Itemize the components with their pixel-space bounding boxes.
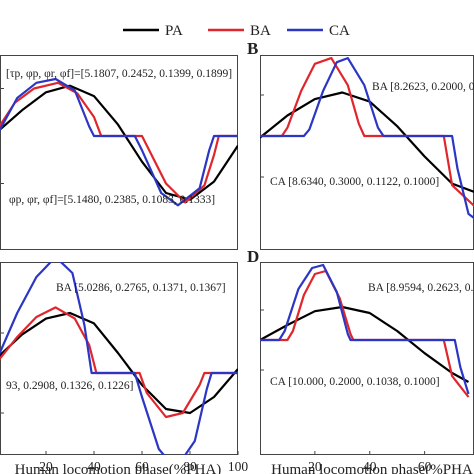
legend: PA BA CA xyxy=(123,23,350,39)
x-tick-label: 60 xyxy=(418,459,432,474)
annotation-ba: BA [8.2623, 0.2000, 0. xyxy=(372,81,474,93)
panel-a: [τp, φp, φr, φf]=[5.1807, 0.2452, 0.1399… xyxy=(0,55,238,250)
x-axis-label: Human locomotion phase(%PHA) xyxy=(15,462,222,474)
panel-b: BA [8.2623, 0.2000, 0. CA [8.6340, 0.3000… xyxy=(247,39,474,250)
series-ca-line xyxy=(0,262,238,455)
series-ca-line xyxy=(0,77,238,207)
panel-d: BA [8.9594, 0.2623, 0. CA [10.000, 0.2000… xyxy=(247,247,474,474)
panels: [τp, φp, φr, φf]=[5.1807, 0.2452, 0.1399… xyxy=(0,39,474,474)
annotation-ba: BA [5.0286, 0.2765, 0.1371, 0.1367] xyxy=(56,282,226,294)
series-ba-line xyxy=(0,81,238,204)
x-tick-label: 80 xyxy=(183,459,197,474)
x-tick-label: 20 xyxy=(39,459,53,474)
panel-letter: B xyxy=(247,39,258,58)
x-tick-label: 60 xyxy=(135,459,149,474)
series-pa-line xyxy=(0,311,238,415)
annotation-ca: φp, φr, φf]=[5.1480, 0.2385, 0.1083, 0.1… xyxy=(9,194,215,206)
legend-label-ca: CA xyxy=(329,23,350,39)
x-axis-label: Human locomotion phase(%PHA xyxy=(271,462,473,474)
x-tick-label: 40 xyxy=(87,459,101,474)
annotation-ca: CA [8.6340, 0.3000, 0.1122, 0.1000] xyxy=(270,176,439,188)
legend-label-ba: BA xyxy=(250,23,271,39)
series-ca-line xyxy=(260,57,474,219)
legend-label-pa: PA xyxy=(165,23,183,39)
panel-letter: D xyxy=(247,247,259,266)
series-ba-line xyxy=(260,57,474,207)
series-pa-line xyxy=(260,305,470,383)
plot-frame xyxy=(0,55,238,250)
series-ca-line xyxy=(260,263,470,395)
annotation-ba: [τp, φp, φr, φf]=[5.1807, 0.2452, 0.1399… xyxy=(6,68,232,80)
annotation-ba: BA [8.9594, 0.2623, 0. xyxy=(368,282,474,294)
annotation-ca: CA [10.000, 0.2000, 0.1038, 0.1000] xyxy=(270,376,440,388)
x-tick-label: 100 xyxy=(228,459,249,474)
x-tick-label: 20 xyxy=(308,459,322,474)
series-pa-line xyxy=(0,84,238,201)
series-ba-line xyxy=(0,306,238,419)
panel-c: BA [5.0286, 0.2765, 0.1371, 0.1367] 93, 0… xyxy=(0,262,249,474)
x-tick-label: 40 xyxy=(363,459,377,474)
annotation-ca: 93, 0.2908, 0.1326, 0.1226] xyxy=(6,380,133,392)
